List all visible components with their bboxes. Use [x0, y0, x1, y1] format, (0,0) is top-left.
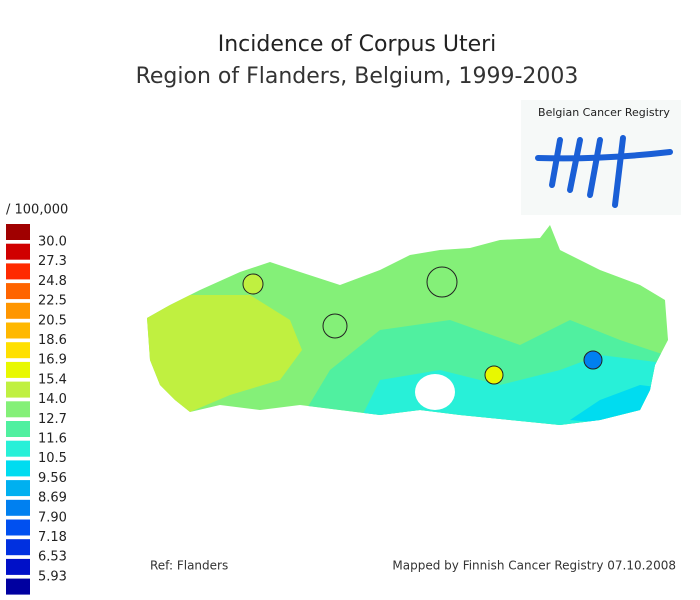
legend-swatch — [6, 539, 30, 556]
legend-label: 12.7 — [38, 412, 67, 427]
reference: Ref: Flanders — [150, 559, 228, 573]
legend-swatch — [6, 283, 30, 300]
legend-swatch — [6, 440, 30, 457]
legend-label: 30.0 — [38, 235, 67, 250]
logo: Belgian Cancer Registry — [521, 100, 681, 215]
legend-swatch — [6, 401, 30, 418]
legend-label: 20.5 — [38, 313, 67, 328]
legend-label: 16.9 — [38, 353, 67, 368]
map — [147, 225, 668, 425]
legend-label: 14.0 — [38, 392, 67, 407]
legend-label: 11.6 — [38, 432, 67, 447]
legend-label: 8.69 — [38, 491, 67, 506]
legend-label: 18.6 — [38, 333, 67, 348]
map-markers — [242, 266, 603, 385]
legend-swatch — [6, 519, 30, 536]
subtitle: Region of Flanders, Belgium, 1999-2003 — [136, 64, 579, 89]
credit: Mapped by Finnish Cancer Registry 07.10.… — [392, 559, 676, 573]
legend-swatch — [6, 578, 30, 595]
legend-swatch — [6, 558, 30, 575]
legend-label: 7.90 — [38, 510, 67, 525]
marker — [242, 273, 264, 295]
marker — [484, 365, 504, 385]
legend-swatch — [6, 243, 30, 260]
legend-label: 10.5 — [38, 451, 67, 466]
map-zone — [147, 295, 302, 412]
marker — [426, 266, 458, 298]
legend-label: 5.93 — [38, 569, 67, 584]
legend-swatch — [6, 480, 30, 497]
map-zone — [620, 290, 668, 350]
marker — [583, 350, 603, 370]
legend-swatch — [6, 224, 30, 240]
legend-label: 27.3 — [38, 254, 67, 269]
legend-label: 15.4 — [38, 372, 67, 387]
legend-swatch — [6, 263, 30, 280]
legend-label: 9.56 — [38, 471, 67, 486]
legend-swatch — [6, 499, 30, 516]
legend-unit: / 100,000 — [6, 203, 68, 218]
logo-text: Belgian Cancer Registry — [538, 106, 670, 119]
legend-swatch — [6, 361, 30, 378]
legend-swatch — [6, 421, 30, 437]
legend-swatch — [6, 460, 30, 477]
legend: 30.0 27.3 24.8 22.5 20.5 18.6 16.9 15.4 14.0 12.7… — [6, 224, 67, 595]
legend-swatch — [6, 322, 30, 339]
legend-label: 7.18 — [38, 530, 67, 545]
legend-label: 6.53 — [38, 550, 67, 565]
legend-swatch — [6, 342, 30, 359]
logo-mark — [535, 135, 673, 208]
legend-label: 22.5 — [38, 294, 67, 309]
map-hole — [415, 374, 455, 410]
title: Incidence of Corpus Uteri — [218, 32, 497, 57]
legend-swatch — [6, 302, 30, 319]
legend-label: 24.8 — [38, 274, 67, 289]
legend-swatch — [6, 381, 30, 398]
marker — [322, 313, 348, 339]
